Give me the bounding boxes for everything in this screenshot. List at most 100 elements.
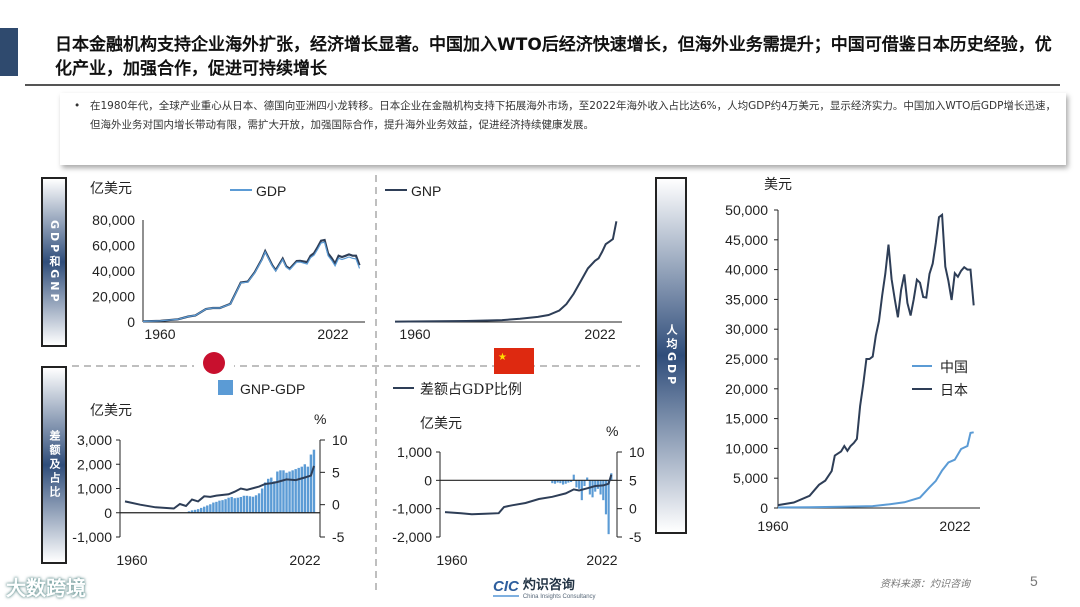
x-tick-label: 1960 [757,518,788,534]
legend-bar-swatch [218,380,233,395]
bar [248,496,252,513]
chart3-pct-label: % [314,411,326,427]
bar [294,469,297,513]
bar [242,495,246,513]
y-tick-label: 40,000 [725,262,768,278]
series-line-gnp [394,221,618,323]
left-tick-label: 1,000 [77,481,112,497]
page-number: 5 [1030,573,1038,589]
legend-japan-label: 日本 [940,383,968,399]
right-tick-label: 0 [629,501,637,517]
bar [245,495,249,513]
bar [602,480,605,501]
bar [196,509,200,513]
bar [227,497,230,513]
summary-text: 在1980年代，全球产业重心从日本、德国向亚洲四小龙转移。日本企业在金融机构支持… [90,100,1056,131]
summary-box: • 在1980年代，全球产业重心从日本、德国向亚洲四小龙转移。日本企业在金融机构… [60,93,1066,165]
bar [553,480,557,484]
bar [599,480,602,495]
left-tick-label: -1,000 [72,529,112,545]
ratio-line [444,474,613,516]
bar [267,478,270,513]
cic-logo-cn: 灼识咨询 [522,578,575,593]
right-tick-label: 5 [332,464,340,480]
bar [561,480,565,485]
bar [224,499,227,513]
left-tick-label: 1,000 [397,444,432,460]
y-tick-label: 20,000 [92,289,135,305]
y-tick-label: 45,000 [725,232,768,248]
bar [212,502,215,513]
bar [233,498,236,513]
chart3-unit-label: 亿美元 [90,403,132,419]
x-tick-label: 1960 [399,326,430,342]
y-tick-label: 35,000 [725,291,768,307]
cic-logo-en: China Insights Consultancy [522,594,596,600]
bar [203,506,206,513]
bar [257,493,261,513]
bar [187,511,191,513]
bar [199,507,203,513]
bar [285,472,288,513]
bar [583,480,586,486]
bar [251,496,255,513]
x-tick-label: 2022 [939,518,970,534]
bar [260,488,264,513]
chart1-unit-label: 亿美元 [90,181,132,197]
bar [586,477,589,481]
bar [236,497,239,513]
chart4-pct-label: % [606,423,618,439]
bullet-icon: • [74,100,81,112]
watermark-logo: 大数跨境 [6,578,86,600]
title-divider [25,84,1060,86]
bar [570,480,573,483]
x-tick-label: 2022 [584,326,615,342]
bar [309,454,313,513]
right-tick-label: -5 [332,529,345,545]
y-tick-label: 10,000 [725,440,768,456]
bar [303,464,307,513]
ratio-line [124,465,315,510]
bar [567,480,570,483]
x-tick-label: 2022 [586,552,617,568]
bar [572,474,575,481]
bar [273,481,276,513]
y-tick-label: 0 [127,314,135,330]
side-label-diff: 差额及占比 [41,366,67,564]
cic-logo-mark: CIC [493,577,519,597]
legend-china-label: 中国 [940,360,968,376]
x-tick-label: 2022 [289,552,320,568]
bar [239,496,243,513]
bar [312,449,316,513]
left-tick-label: -2,000 [392,529,432,545]
left-tick-label: 0 [424,472,432,488]
right-tick-label: 0 [332,497,340,513]
bar [190,510,194,513]
y-tick-label: 80,000 [92,212,135,228]
bar [221,500,224,513]
bar [288,471,291,513]
y-tick-label: 15,000 [725,411,768,427]
bar [215,501,218,513]
side-label-gdp-gnp: GDP和GNP [41,177,67,347]
x-tick-label: 1960 [144,326,175,342]
y-tick-label: 0 [760,500,768,516]
bar [607,480,610,535]
x-tick-label: 2022 [317,326,348,342]
series-line-japan [777,212,975,507]
bar [254,495,258,513]
y-tick-label: 30,000 [725,321,768,337]
right-tick-label: 10 [629,444,645,460]
svg-text:★: ★ [498,352,507,363]
right-tick-label: -5 [629,529,642,545]
legend-ratio-label: 差额占GDP比例 [420,382,522,398]
side-label-per-capita: 人均GDP [655,177,687,534]
x-tick-label: 1960 [116,552,147,568]
bar [300,466,303,513]
bar [297,467,300,513]
left-tick-label: 2,000 [77,456,112,472]
bar [556,480,559,483]
right-tick-label: 10 [332,432,348,448]
y-tick-label: 50,000 [725,202,768,218]
chart5-unit-label: 美元 [764,177,792,193]
